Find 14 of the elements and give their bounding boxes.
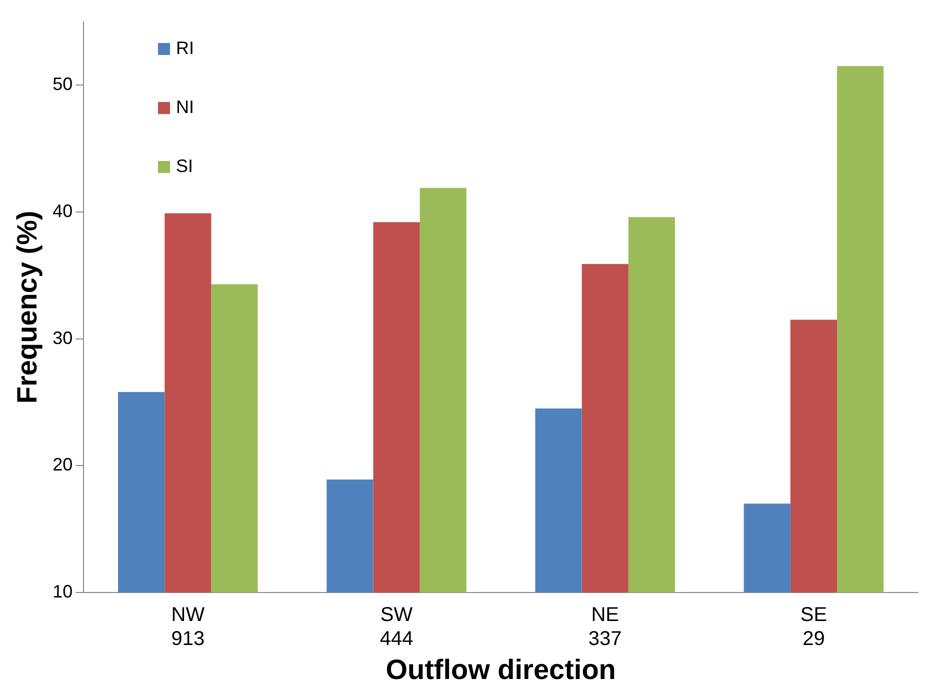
x-axis-title: Outflow direction (386, 654, 616, 685)
x-tick-label: SE 29 (800, 604, 828, 650)
y-tick-label: 10 (52, 581, 73, 602)
y-tick-label: 40 (52, 200, 73, 221)
y-tick-label: 20 (52, 454, 73, 475)
legend-label: RI (176, 38, 194, 59)
y-tick-label: 50 (52, 74, 73, 94)
legend-label: NI (176, 97, 194, 118)
x-tick-label: SW 444 (380, 604, 414, 650)
x-tick-label: NE 337 (588, 604, 622, 650)
x-tick-label: NW 913 (171, 604, 205, 650)
y-axis-title: Frequency (%) (12, 210, 43, 404)
y-tick-label: 30 (52, 328, 73, 348)
legend-label: SI (176, 156, 194, 177)
